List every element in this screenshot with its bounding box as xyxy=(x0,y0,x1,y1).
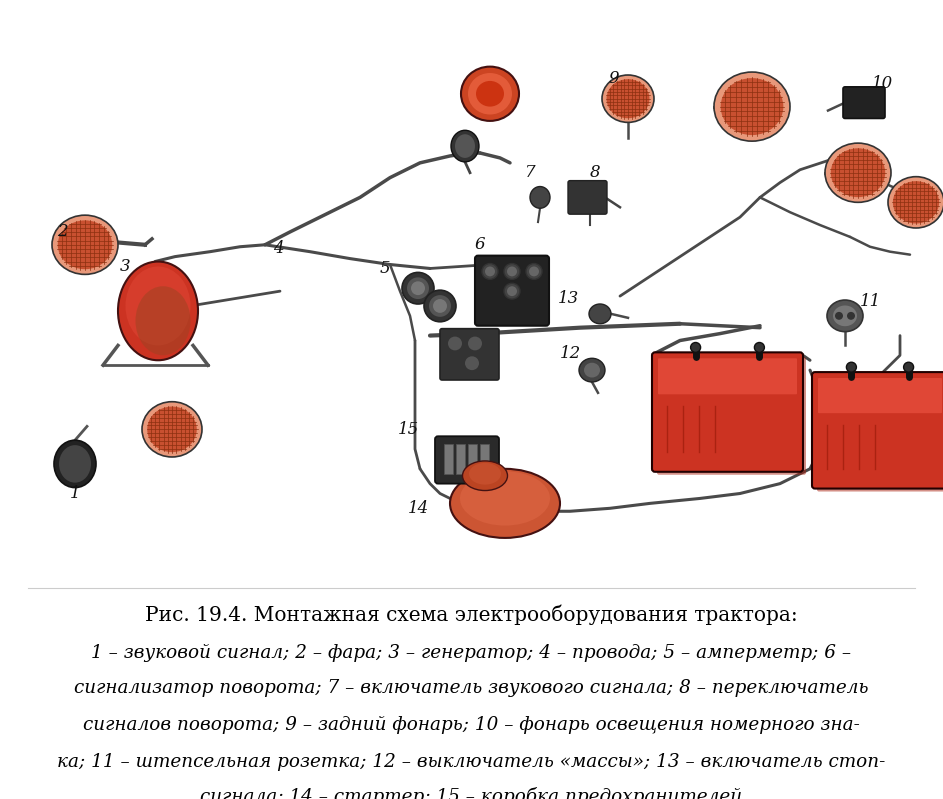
Ellipse shape xyxy=(147,407,197,452)
Ellipse shape xyxy=(507,267,517,276)
Ellipse shape xyxy=(468,73,512,114)
Ellipse shape xyxy=(529,267,539,276)
Text: 1: 1 xyxy=(70,485,80,502)
Ellipse shape xyxy=(530,186,550,209)
Ellipse shape xyxy=(142,402,202,457)
Ellipse shape xyxy=(54,440,96,487)
FancyBboxPatch shape xyxy=(652,352,803,471)
Ellipse shape xyxy=(584,363,600,377)
Text: 8: 8 xyxy=(589,165,601,181)
Ellipse shape xyxy=(504,284,520,299)
Ellipse shape xyxy=(402,272,434,304)
FancyBboxPatch shape xyxy=(657,357,806,475)
FancyBboxPatch shape xyxy=(440,328,499,380)
Circle shape xyxy=(847,312,855,320)
Ellipse shape xyxy=(831,149,885,197)
Ellipse shape xyxy=(888,177,943,228)
Ellipse shape xyxy=(125,267,190,345)
Text: 14: 14 xyxy=(407,500,429,517)
FancyBboxPatch shape xyxy=(843,87,885,118)
Text: 4: 4 xyxy=(273,240,283,257)
FancyBboxPatch shape xyxy=(435,436,499,483)
Bar xyxy=(456,444,465,474)
Ellipse shape xyxy=(455,134,475,158)
Ellipse shape xyxy=(461,66,519,121)
Ellipse shape xyxy=(504,264,520,280)
Ellipse shape xyxy=(58,221,112,269)
Bar xyxy=(444,444,453,474)
FancyBboxPatch shape xyxy=(818,378,942,413)
Circle shape xyxy=(903,362,914,372)
Text: ка; 11 – штепсельная розетка; 12 – выключатель «массы»; 13 – включатель стоп-: ка; 11 – штепсельная розетка; 12 – выклю… xyxy=(58,753,885,770)
Text: 12: 12 xyxy=(559,345,581,362)
Ellipse shape xyxy=(469,463,501,485)
Text: 6: 6 xyxy=(474,237,486,253)
Text: 10: 10 xyxy=(871,75,893,93)
Text: 5: 5 xyxy=(380,260,390,277)
Ellipse shape xyxy=(462,461,507,491)
Ellipse shape xyxy=(59,445,91,483)
Ellipse shape xyxy=(450,469,560,538)
Ellipse shape xyxy=(893,181,939,224)
Ellipse shape xyxy=(118,261,198,360)
Ellipse shape xyxy=(825,143,891,202)
Circle shape xyxy=(690,343,701,352)
Text: 2: 2 xyxy=(57,224,67,240)
Circle shape xyxy=(835,312,843,320)
Ellipse shape xyxy=(411,281,425,295)
Circle shape xyxy=(468,336,482,351)
Circle shape xyxy=(847,362,856,372)
Text: 13: 13 xyxy=(557,289,579,307)
Ellipse shape xyxy=(833,305,857,326)
Ellipse shape xyxy=(460,471,550,526)
FancyBboxPatch shape xyxy=(817,377,943,491)
Text: 7: 7 xyxy=(524,165,536,181)
Ellipse shape xyxy=(482,264,498,280)
Bar xyxy=(468,444,477,474)
Text: Рис. 19.4. Монтажная схема электрооборудования трактора:: Рис. 19.4. Монтажная схема электрооборуд… xyxy=(145,605,798,626)
Ellipse shape xyxy=(589,304,611,324)
Text: 3: 3 xyxy=(120,258,130,275)
Ellipse shape xyxy=(407,277,429,299)
Ellipse shape xyxy=(526,264,542,280)
Ellipse shape xyxy=(52,215,118,274)
Circle shape xyxy=(465,356,479,370)
Ellipse shape xyxy=(602,75,654,122)
Ellipse shape xyxy=(429,295,451,317)
Ellipse shape xyxy=(476,81,504,106)
Ellipse shape xyxy=(485,267,495,276)
Text: сигналов поворота; 9 – задний фонарь; 10 – фонарь освещения номерного зна-: сигналов поворота; 9 – задний фонарь; 10… xyxy=(83,716,860,734)
Ellipse shape xyxy=(136,286,190,356)
FancyBboxPatch shape xyxy=(812,372,943,488)
Text: 9: 9 xyxy=(608,70,620,87)
Ellipse shape xyxy=(714,72,790,141)
Text: сигнала; 14 – стартер; 15 – коробка предохранителей: сигнала; 14 – стартер; 15 – коробка пред… xyxy=(201,787,742,799)
FancyBboxPatch shape xyxy=(658,358,797,394)
Text: сигнализатор поворота; 7 – включатель звукового сигнала; 8 – переключатель: сигнализатор поворота; 7 – включатель зв… xyxy=(74,679,869,698)
FancyBboxPatch shape xyxy=(475,256,549,326)
Ellipse shape xyxy=(720,78,784,135)
FancyBboxPatch shape xyxy=(568,181,607,214)
Circle shape xyxy=(448,336,462,351)
Text: 1 – звуковой сигнал; 2 – фара; 3 – генератор; 4 – провода; 5 – амперметр; 6 –: 1 – звуковой сигнал; 2 – фара; 3 – генер… xyxy=(91,644,852,662)
Bar xyxy=(480,444,489,474)
Ellipse shape xyxy=(424,290,456,322)
Ellipse shape xyxy=(579,358,605,382)
Ellipse shape xyxy=(827,300,863,332)
Ellipse shape xyxy=(507,286,517,296)
Text: 11: 11 xyxy=(859,292,881,309)
Text: 15: 15 xyxy=(397,421,419,438)
Ellipse shape xyxy=(606,79,650,118)
Ellipse shape xyxy=(433,299,447,313)
Circle shape xyxy=(754,343,765,352)
Ellipse shape xyxy=(451,130,479,162)
